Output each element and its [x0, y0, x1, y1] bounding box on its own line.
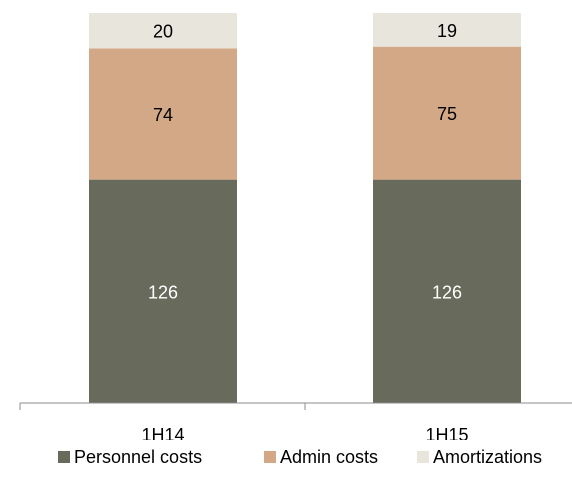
legend-item-admin-costs: Admin costs [264, 442, 378, 472]
bar-segment-1h15-personnel-costs [373, 179, 521, 403]
data-label-1h15-admin-costs: 75 [437, 104, 457, 124]
stacked-bar-chart: 126 74 20 126 75 19 1H14 1H15 [19, 13, 572, 440]
bar-segment-1h14-personnel-costs [89, 179, 237, 403]
legend-swatch [264, 451, 276, 463]
legend-item-amortizations: Amortizations [417, 442, 542, 472]
x-axis: 1H14 1H15 [19, 402, 572, 440]
bar-segment-1h15-amortizations [373, 13, 521, 47]
x-tick-label: 1H14 [141, 425, 184, 440]
legend-swatch [417, 451, 429, 463]
data-label-1h14-amortizations: 20 [153, 22, 173, 42]
data-label-1h14-personnel-costs: 126 [148, 282, 178, 302]
x-tick-label: 1H15 [425, 425, 468, 440]
data-label-1h15-personnel-costs: 126 [432, 282, 462, 302]
bar-segment-1h14-admin-costs [89, 48, 237, 180]
legend-label: Admin costs [280, 446, 379, 467]
legend-item-personnel-costs: Personnel costs [58, 442, 202, 472]
data-label-1h15-amortizations: 19 [437, 21, 457, 41]
bar-segment-1h15-admin-costs [373, 46, 521, 180]
bar-segment-1h14-amortizations [89, 13, 237, 49]
legend: Personnel costs Admin costs Amortizations [0, 442, 572, 472]
data-label-1h14-admin-costs: 74 [153, 105, 173, 125]
legend-label: Personnel costs [74, 446, 203, 467]
bars-group: 126 74 20 126 75 19 [89, 13, 521, 403]
legend-label: Amortizations [433, 446, 543, 467]
legend-swatch [58, 451, 70, 463]
